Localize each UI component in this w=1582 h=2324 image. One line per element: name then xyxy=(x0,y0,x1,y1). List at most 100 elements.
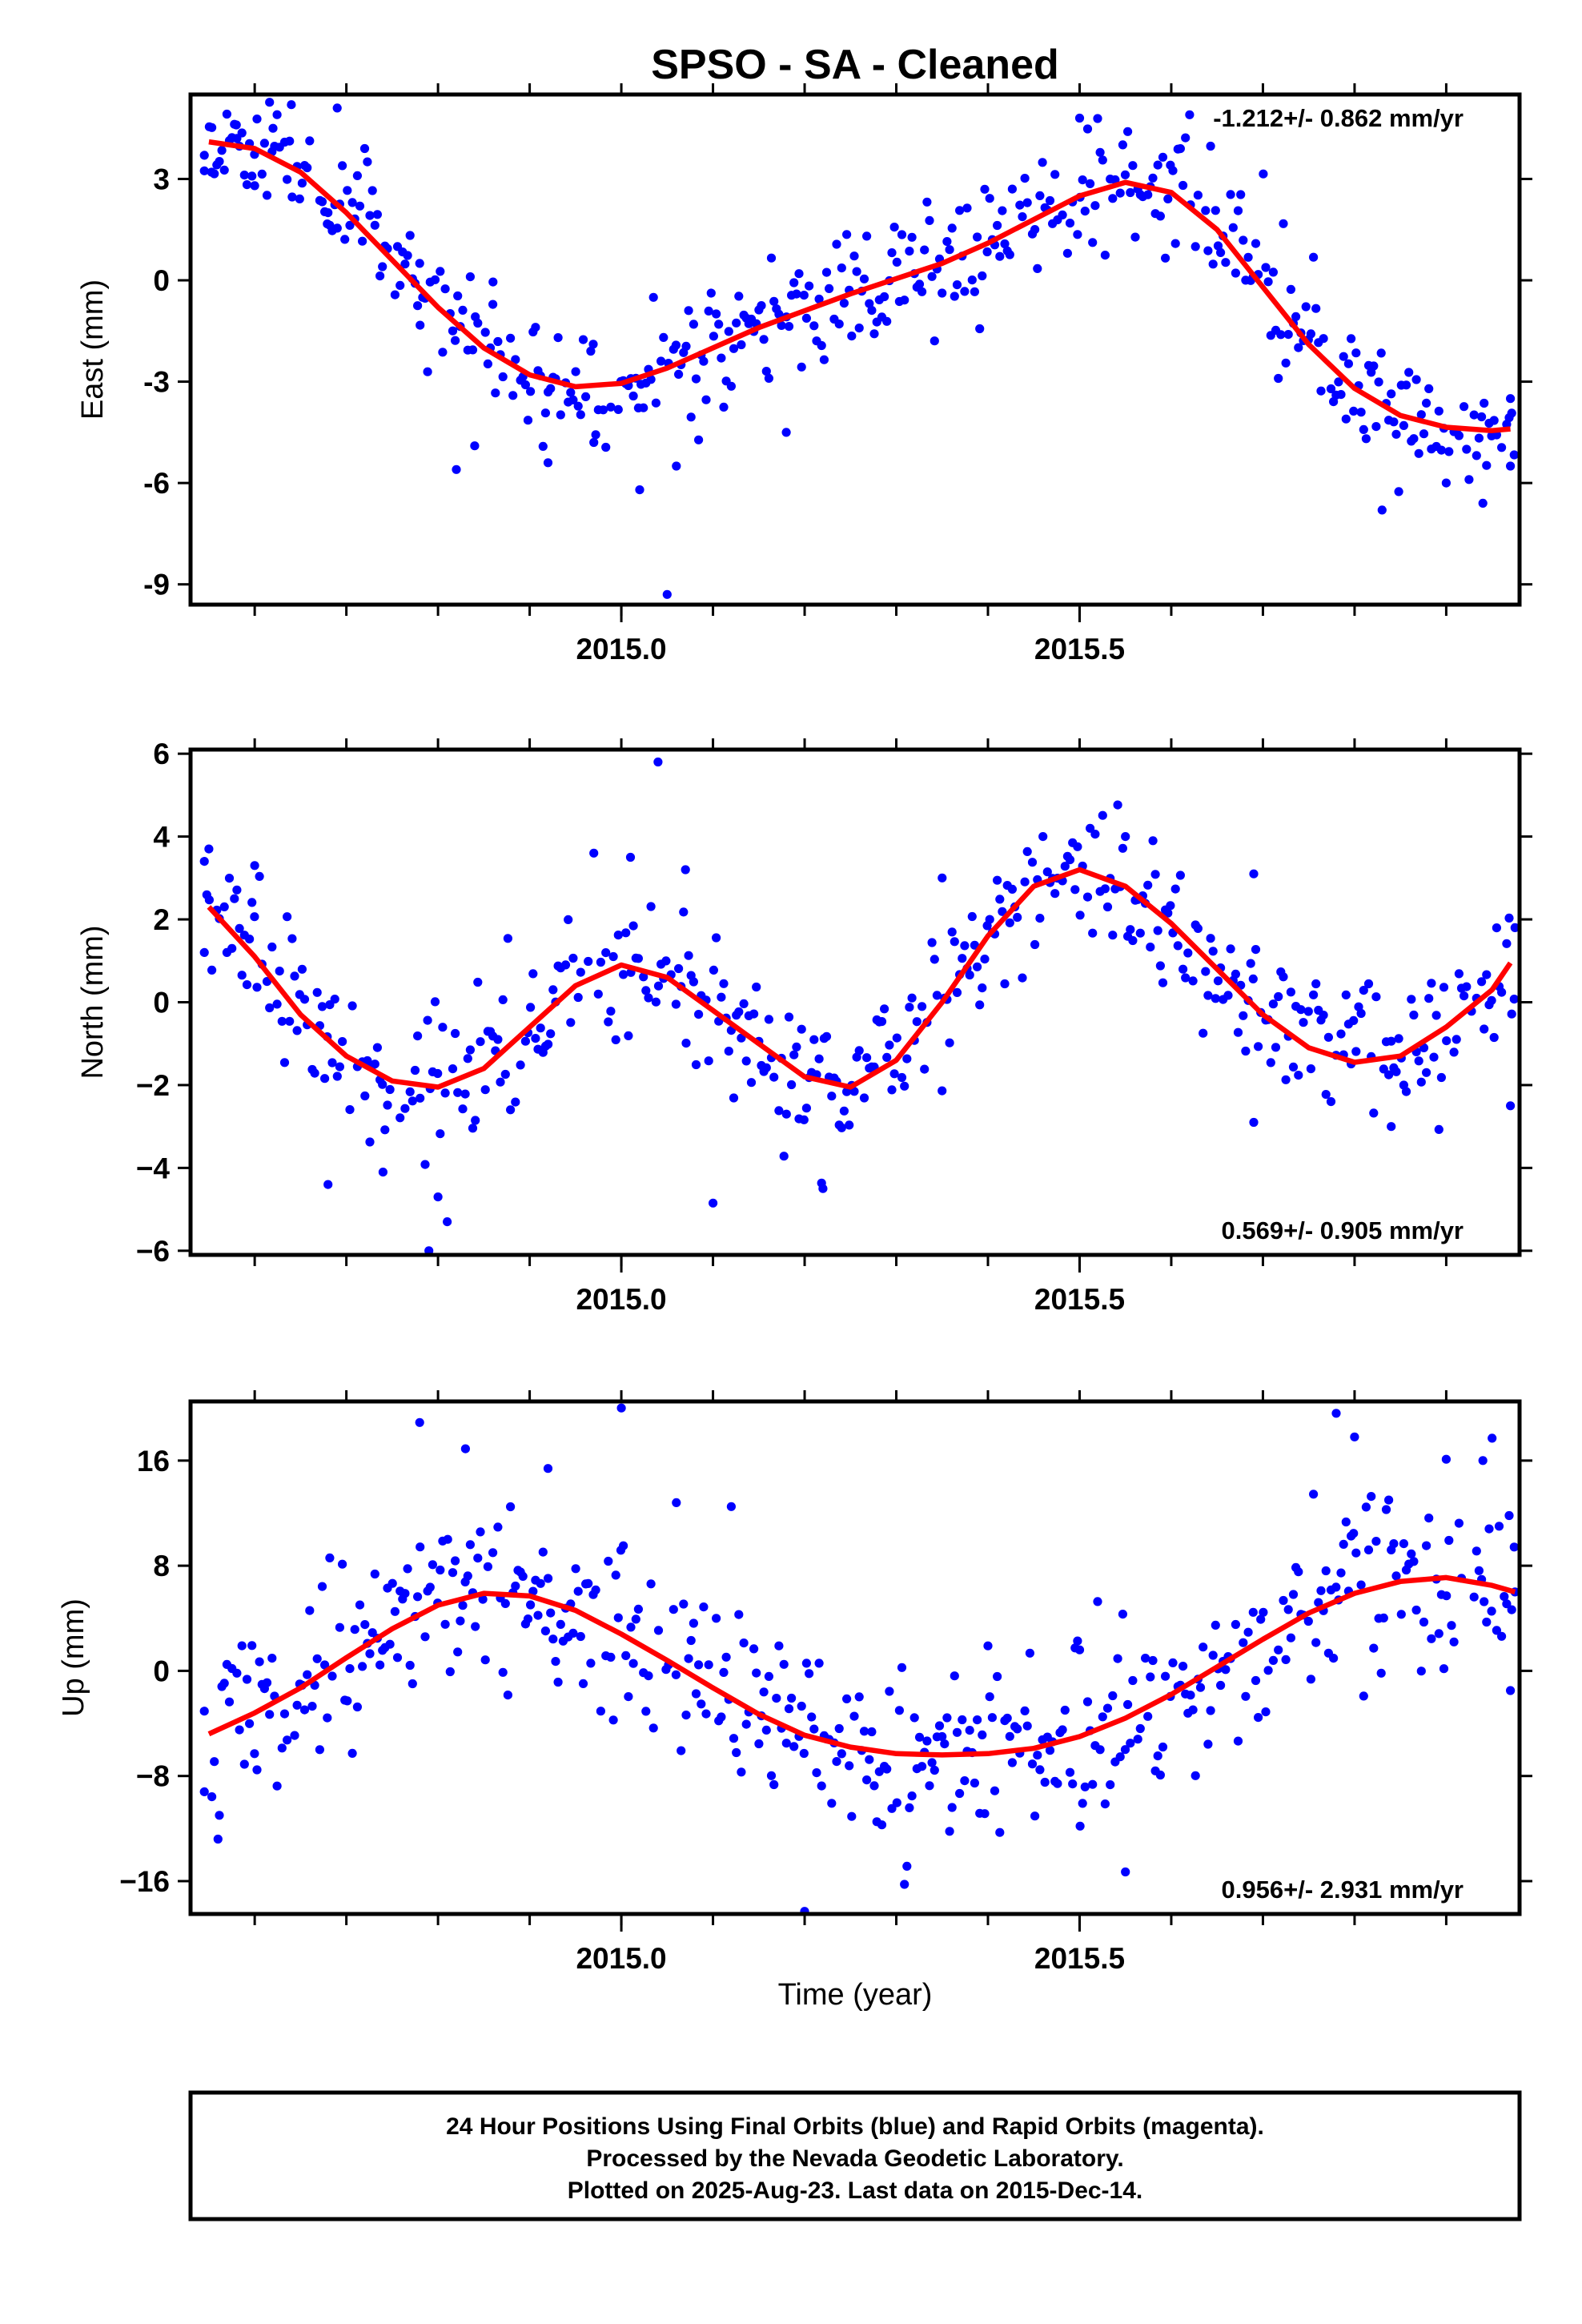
north-daily-point xyxy=(749,1009,759,1019)
east-daily-point xyxy=(448,326,458,336)
up-daily-point xyxy=(360,1620,370,1630)
east-daily-point xyxy=(343,186,352,195)
east-daily-point xyxy=(480,328,490,337)
up-daily-point xyxy=(1095,1745,1105,1755)
up-daily-point xyxy=(671,1670,681,1679)
north-daily-point xyxy=(1113,800,1122,810)
east-daily-point xyxy=(714,320,724,329)
up-daily-point xyxy=(809,1724,819,1734)
east-daily-point xyxy=(1153,160,1162,170)
east-daily-point xyxy=(586,346,596,356)
east-daily-point xyxy=(217,146,227,155)
up-daily-point xyxy=(355,1600,365,1610)
east-daily-point xyxy=(1309,252,1319,262)
north-daily-point xyxy=(416,1093,425,1103)
east-daily-point xyxy=(1120,170,1130,179)
up-daily-point xyxy=(325,1553,335,1562)
up-daily-point xyxy=(1033,1751,1042,1760)
up-daily-point xyxy=(927,1758,937,1767)
east-daily-point xyxy=(1030,225,1040,235)
east-daily-point xyxy=(1015,200,1025,210)
east-daily-point xyxy=(914,279,925,289)
north-daily-point xyxy=(520,1036,531,1046)
up-daily-point xyxy=(849,1711,859,1721)
north-daily-point xyxy=(1201,967,1211,976)
north-daily-point xyxy=(965,970,974,980)
up-daily-point xyxy=(232,1668,242,1678)
up-daily-point xyxy=(1379,1613,1388,1622)
east-daily-point xyxy=(1424,384,1434,393)
up-daily-point xyxy=(958,1715,967,1725)
east-daily-point xyxy=(400,259,410,269)
up-daily-point xyxy=(526,1600,536,1610)
east-daily-point xyxy=(839,299,849,308)
east-daily-point xyxy=(1093,114,1102,123)
north-daily-point xyxy=(480,1085,490,1095)
east-outlier-point-14 xyxy=(589,437,599,448)
up-daily-point xyxy=(1208,1651,1218,1660)
up-daily-point xyxy=(1349,1529,1359,1538)
up-daily-point xyxy=(1002,1713,1012,1723)
north-daily-point xyxy=(345,1105,355,1115)
east-daily-point xyxy=(1409,434,1419,444)
up-daily-point xyxy=(938,1731,947,1742)
east-daily-point xyxy=(1115,188,1125,198)
north-daily-point xyxy=(1391,1067,1401,1076)
north-daily-point xyxy=(1326,1097,1336,1107)
north-daily-point xyxy=(1035,914,1045,923)
north-daily-point xyxy=(1502,939,1512,948)
north-daily-point xyxy=(689,977,699,987)
up-daily-point xyxy=(350,1625,359,1634)
up-daily-point xyxy=(827,1799,837,1808)
east-daily-point xyxy=(1231,268,1240,278)
up-daily-point xyxy=(995,1827,1005,1837)
east-daily-point xyxy=(907,232,917,242)
up-daily-point xyxy=(677,1746,686,1755)
east-daily-point xyxy=(794,269,804,279)
up-daily-point xyxy=(387,1578,397,1588)
up-daily-point xyxy=(1153,1751,1162,1761)
north-y-tick-label-5: 4 xyxy=(153,821,170,854)
east-daily-point xyxy=(1033,263,1042,273)
north-daily-point xyxy=(719,979,729,988)
north-daily-point xyxy=(370,1059,379,1069)
east-daily-point xyxy=(297,179,307,188)
east-daily-point xyxy=(1464,475,1474,485)
up-outlier-point-6 xyxy=(672,1498,681,1507)
east-y-axis-label: East (mm) xyxy=(76,279,110,420)
north-daily-point xyxy=(528,969,538,979)
up-daily-point xyxy=(1053,1779,1062,1788)
east-daily-point xyxy=(764,373,774,383)
north-daily-point xyxy=(1306,1064,1315,1074)
north-daily-point xyxy=(784,1012,794,1022)
north-daily-point xyxy=(1319,1011,1328,1020)
east-outlier-point-6 xyxy=(323,208,333,218)
up-daily-point xyxy=(1268,1655,1278,1665)
north-daily-point xyxy=(845,1120,854,1130)
north-daily-point xyxy=(204,895,214,905)
up-daily-point xyxy=(1248,1607,1258,1617)
north-daily-point xyxy=(1323,1032,1333,1042)
east-daily-point xyxy=(927,271,937,281)
north-daily-point xyxy=(383,1100,392,1110)
north-daily-point xyxy=(227,943,237,953)
east-daily-point xyxy=(540,408,551,418)
east-daily-point xyxy=(1334,377,1343,387)
up-daily-point xyxy=(749,1644,759,1654)
up-daily-point xyxy=(1206,1706,1215,1715)
north-daily-point xyxy=(277,1016,287,1026)
east-outlier-point-18 xyxy=(781,428,791,437)
east-daily-point xyxy=(247,171,257,181)
north-daily-point xyxy=(536,1023,545,1033)
north-daily-point xyxy=(1022,846,1032,856)
north-daily-point xyxy=(560,960,571,970)
up-daily-point xyxy=(416,1542,425,1552)
north-daily-point xyxy=(1454,969,1464,979)
north-daily-point xyxy=(320,1074,330,1084)
up-daily-point xyxy=(392,1653,403,1663)
north-daily-point xyxy=(531,1034,540,1043)
up-daily-point xyxy=(1155,1770,1165,1780)
up-daily-point xyxy=(551,1657,560,1667)
east-daily-point xyxy=(458,305,468,315)
up-daily-point xyxy=(865,1755,874,1764)
